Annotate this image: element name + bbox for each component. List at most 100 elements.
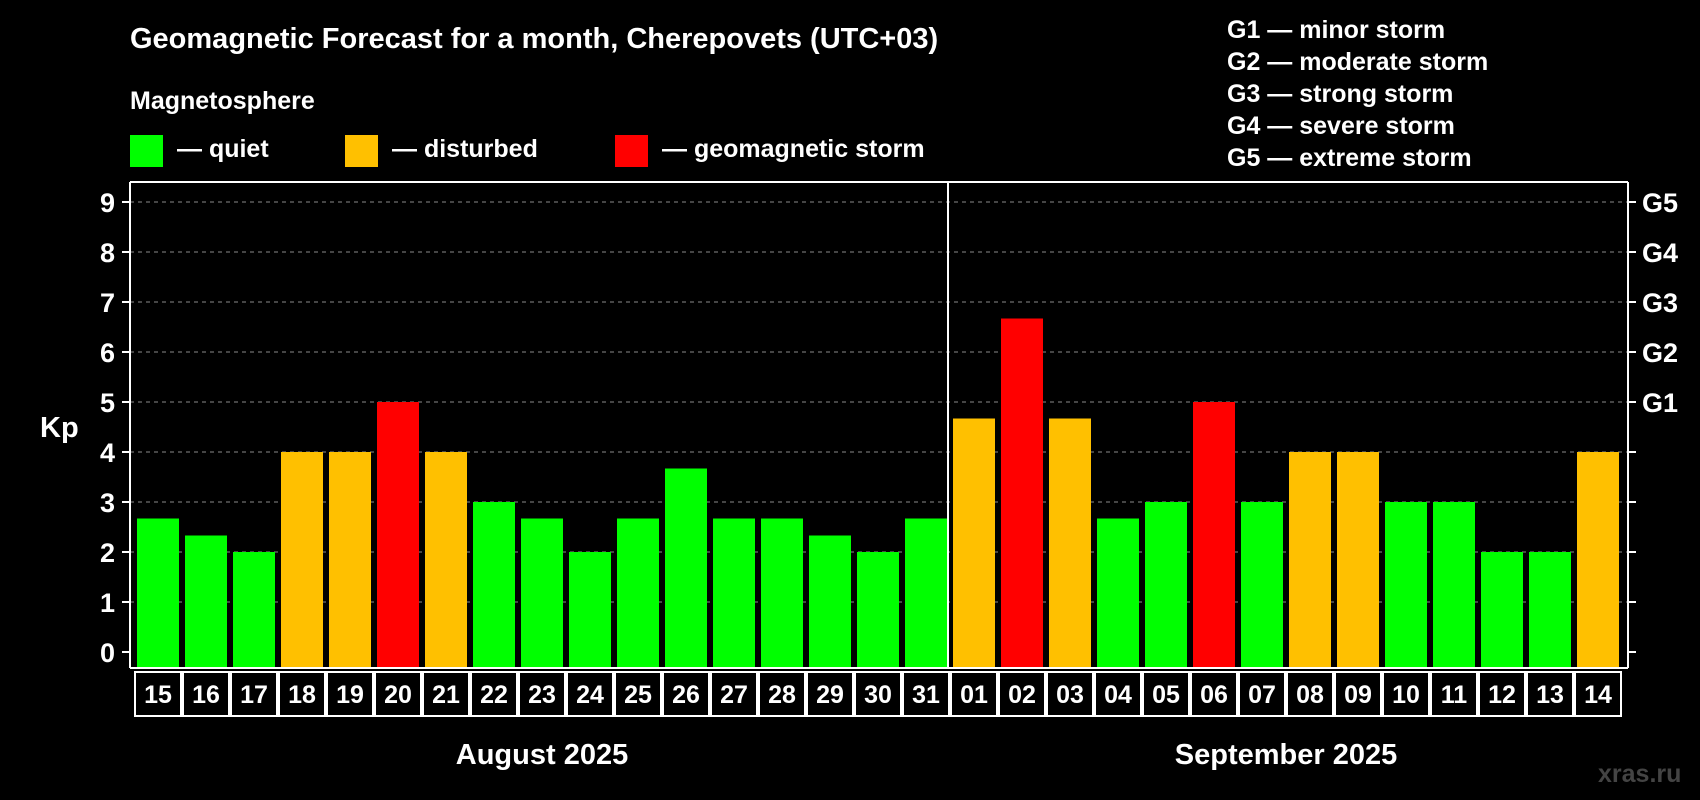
day-box bbox=[854, 671, 902, 717]
day-box bbox=[326, 671, 374, 717]
day-box bbox=[758, 671, 806, 717]
day-box bbox=[1094, 671, 1142, 717]
day-box bbox=[902, 671, 950, 717]
legend-label-quiet: — quiet bbox=[177, 135, 269, 163]
storm-level-label: G4 bbox=[1642, 238, 1678, 268]
day-box bbox=[1478, 671, 1526, 717]
legend-title: Magnetosphere bbox=[130, 87, 315, 115]
day-box bbox=[1334, 671, 1382, 717]
bar-31 bbox=[905, 518, 947, 668]
x-tick-label: 14 bbox=[1584, 681, 1612, 709]
x-tick-label: 08 bbox=[1296, 681, 1324, 709]
x-tick-label: 10 bbox=[1392, 681, 1420, 709]
day-box bbox=[182, 671, 230, 717]
x-tick-label: 17 bbox=[240, 681, 268, 709]
x-tick-label: 04 bbox=[1104, 681, 1132, 709]
x-tick-label: 27 bbox=[720, 681, 748, 709]
x-tick-label: 20 bbox=[384, 681, 412, 709]
bar-27 bbox=[713, 518, 755, 668]
day-box bbox=[374, 671, 422, 717]
storm-scale-item: G3 — strong storm bbox=[1227, 80, 1453, 108]
storm-level-label: G3 bbox=[1642, 288, 1678, 318]
bar-19 bbox=[329, 452, 371, 668]
day-box bbox=[1430, 671, 1478, 717]
x-tick-label: 29 bbox=[816, 681, 844, 709]
day-box bbox=[1190, 671, 1238, 717]
bar-03 bbox=[1049, 418, 1091, 668]
storm-scale-item: G1 — minor storm bbox=[1227, 16, 1445, 44]
y-tick-label: 1 bbox=[100, 588, 115, 618]
x-tick-label: 18 bbox=[288, 681, 316, 709]
day-box bbox=[950, 671, 998, 717]
y-tick-label: 6 bbox=[100, 338, 115, 368]
x-tick-label: 11 bbox=[1441, 681, 1468, 709]
day-box bbox=[470, 671, 518, 717]
bar-04 bbox=[1097, 518, 1139, 668]
day-box bbox=[998, 671, 1046, 717]
y-tick-label: 7 bbox=[100, 288, 115, 318]
day-box bbox=[1142, 671, 1190, 717]
storm-level-label: G1 bbox=[1642, 388, 1678, 418]
x-tick-label: 30 bbox=[864, 681, 892, 709]
x-tick-label: 06 bbox=[1200, 681, 1228, 709]
bar-28 bbox=[761, 518, 803, 668]
bar-18 bbox=[281, 452, 323, 668]
day-box bbox=[1286, 671, 1334, 717]
x-tick-label: 07 bbox=[1248, 681, 1276, 709]
bar-06 bbox=[1193, 402, 1235, 668]
bar-08 bbox=[1289, 452, 1331, 668]
day-box bbox=[662, 671, 710, 717]
day-box bbox=[1046, 671, 1094, 717]
plot-frame bbox=[129, 181, 1629, 669]
legend-label-disturbed: — disturbed bbox=[392, 135, 538, 163]
bar-16 bbox=[185, 535, 227, 668]
x-axis: 15 16 17 18 19 20 21 22 23 24 25 26 27 28 29 30 31 01 02 03… bbox=[134, 671, 1622, 771]
bar-01 bbox=[953, 418, 995, 668]
bars bbox=[137, 318, 1619, 668]
day-box bbox=[1382, 671, 1430, 717]
x-tick-label: 25 bbox=[624, 681, 652, 709]
bar-10 bbox=[1385, 502, 1427, 668]
storm-scale-legend: G1 — minor storm G2 — moderate storm G3 — … bbox=[1227, 16, 1488, 172]
legend-swatch-disturbed bbox=[345, 135, 378, 167]
bar-11 bbox=[1433, 502, 1475, 668]
bar-21 bbox=[425, 452, 467, 668]
day-box bbox=[566, 671, 614, 717]
bar-13 bbox=[1529, 552, 1571, 668]
bar-15 bbox=[137, 518, 179, 668]
y-tick-label: 3 bbox=[100, 488, 115, 518]
watermark: xras.ru bbox=[1598, 760, 1681, 788]
day-box bbox=[518, 671, 566, 717]
bar-12 bbox=[1481, 552, 1523, 668]
storm-scale-item: G4 — severe storm bbox=[1227, 112, 1455, 140]
x-tick-label: 09 bbox=[1344, 681, 1372, 709]
y-axis-label: Kp bbox=[40, 412, 79, 444]
day-box bbox=[710, 671, 758, 717]
x-tick-label: 19 bbox=[336, 681, 364, 709]
y-tick-label: 2 bbox=[100, 538, 115, 568]
bar-09 bbox=[1337, 452, 1379, 668]
day-box bbox=[614, 671, 662, 717]
y-tick-label: 4 bbox=[100, 438, 115, 468]
bar-05 bbox=[1145, 502, 1187, 668]
y-axis: 0 1 2 3 4 5 6 7 8 9 bbox=[100, 188, 1636, 668]
x-tick-label: 24 bbox=[576, 681, 604, 709]
day-box bbox=[1526, 671, 1574, 717]
y-tick-label: 0 bbox=[100, 638, 115, 668]
bar-07 bbox=[1241, 502, 1283, 668]
x-tick-label: 31 bbox=[912, 681, 940, 709]
day-box bbox=[422, 671, 470, 717]
y-tick-label: 8 bbox=[100, 238, 115, 268]
storm-scale-item: G2 — moderate storm bbox=[1227, 48, 1488, 76]
y-tick-label: 5 bbox=[100, 388, 115, 418]
legend-swatch-quiet bbox=[130, 135, 163, 167]
bar-14 bbox=[1577, 452, 1619, 668]
bar-25 bbox=[617, 518, 659, 668]
day-box bbox=[134, 671, 182, 717]
x-tick-label: 02 bbox=[1008, 681, 1036, 709]
x-tick-label: 21 bbox=[432, 681, 460, 709]
x-tick-label: 26 bbox=[672, 681, 700, 709]
bar-23 bbox=[521, 518, 563, 668]
x-tick-label: 28 bbox=[768, 681, 796, 709]
